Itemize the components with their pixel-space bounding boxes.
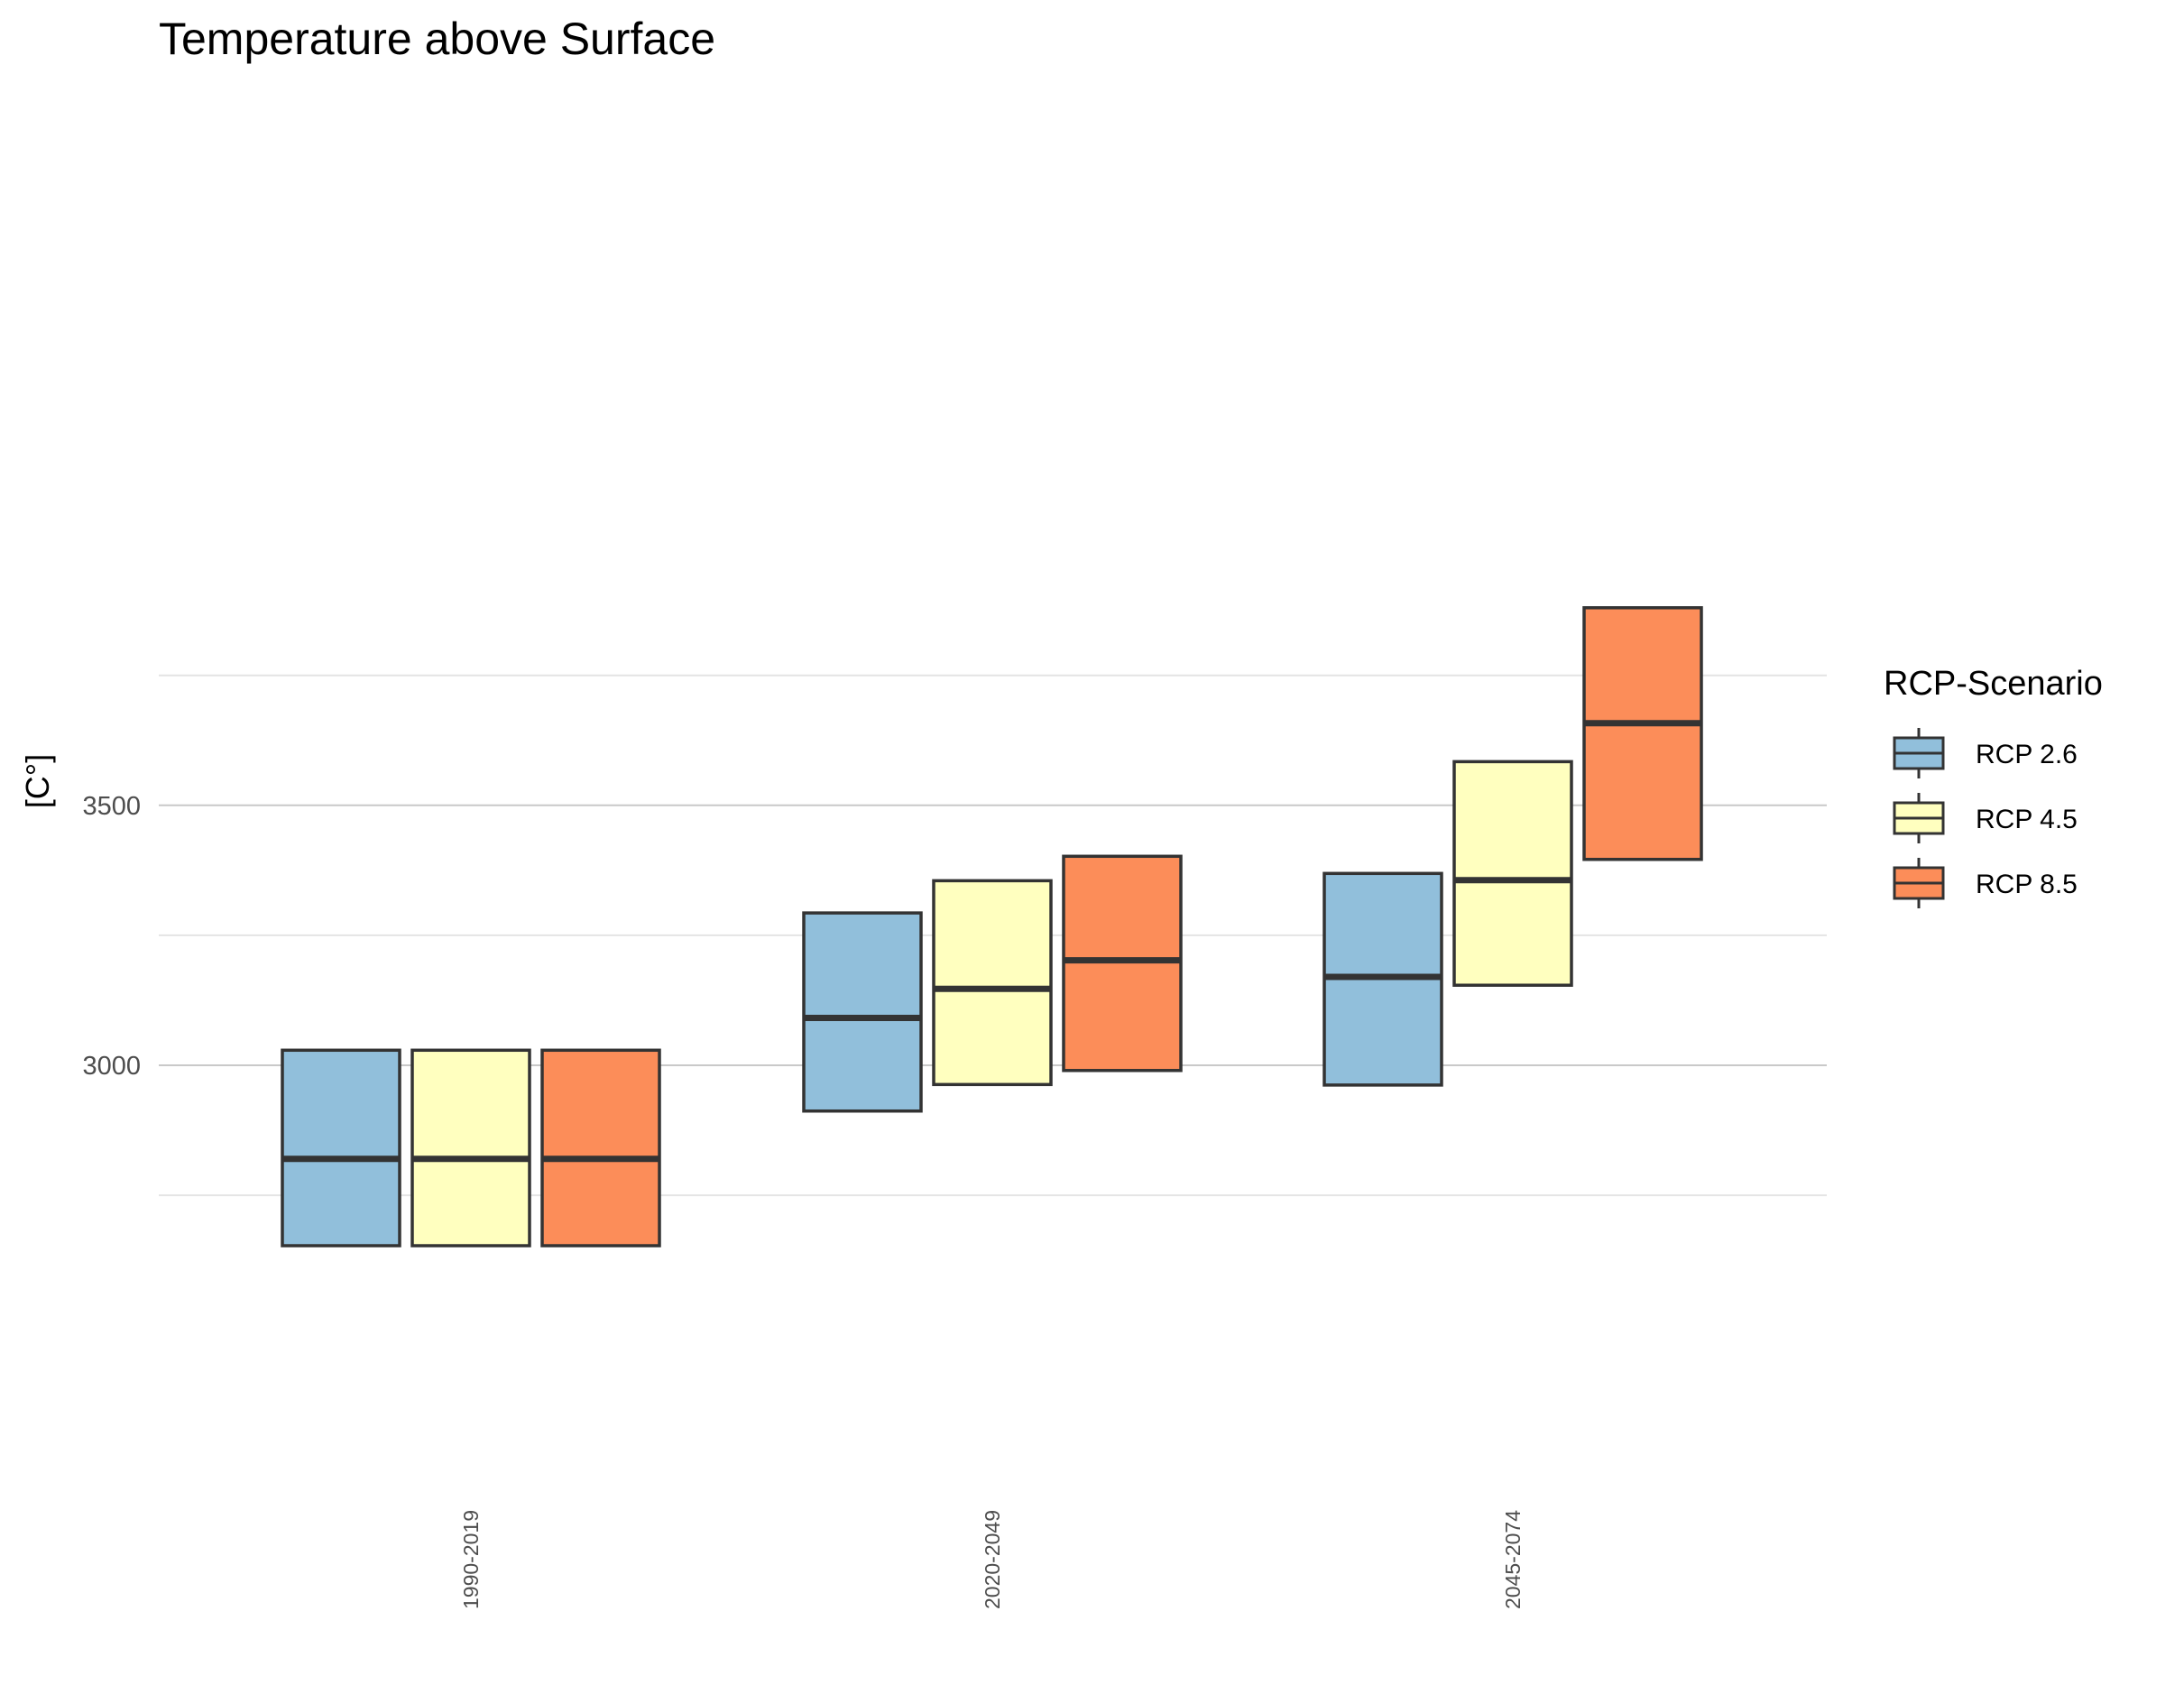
chart-title: Temperature above Surface bbox=[159, 14, 715, 64]
box-rcp-2-6-1990-2019 bbox=[281, 1048, 401, 1247]
x-tick-label: 1990-2019 bbox=[459, 1510, 483, 1609]
box-rect bbox=[1452, 760, 1573, 987]
box-rcp-4-5-1990-2019 bbox=[410, 1048, 531, 1247]
box-rcp-4-5-2020-2049 bbox=[932, 879, 1053, 1087]
legend-item-rcp-8-5: RCP 8.5 bbox=[1893, 858, 2078, 908]
box-rcp-4-5-2045-2074 bbox=[1452, 760, 1573, 987]
box-rcp-2-6-2045-2074 bbox=[1322, 871, 1443, 1087]
box-rcp-8-5-2045-2074 bbox=[1582, 606, 1703, 861]
box-plot-area bbox=[281, 606, 1703, 1247]
legend-title: RCP-Scenario bbox=[1884, 665, 2103, 703]
legend-item-rcp-2-6: RCP 2.6 bbox=[1893, 728, 2078, 778]
x-axis-ticks: 1990-2019 2020-2049 2045-2074 bbox=[459, 1510, 1525, 1609]
x-tick-label: 2020-2049 bbox=[981, 1510, 1004, 1609]
box-rect bbox=[932, 879, 1053, 1087]
y-tick-label: 3000 bbox=[82, 1052, 141, 1081]
legend-label: RCP 4.5 bbox=[1976, 805, 2078, 834]
legend-label: RCP 8.5 bbox=[1976, 870, 2078, 899]
box-rect bbox=[1582, 606, 1703, 861]
box-rcp-8-5-1990-2019 bbox=[540, 1048, 661, 1247]
legend-label: RCP 2.6 bbox=[1976, 740, 2078, 769]
box-rect bbox=[281, 1048, 401, 1247]
box-rcp-8-5-2020-2049 bbox=[1062, 854, 1183, 1073]
y-axis-label: [C°] bbox=[19, 754, 56, 808]
x-tick-label: 2045-2074 bbox=[1501, 1510, 1525, 1609]
legend-item-rcp-4-5: RCP 4.5 bbox=[1893, 793, 2078, 843]
box-rect bbox=[802, 911, 923, 1113]
box-rcp-2-6-2020-2049 bbox=[802, 911, 923, 1113]
y-axis-ticks: 3000 3500 bbox=[82, 792, 141, 1081]
legend: RCP-Scenario RCP 2.6 RCP 4.5 RCP 8.5 bbox=[1884, 665, 2103, 908]
box-rect bbox=[540, 1048, 661, 1247]
box-rect bbox=[410, 1048, 531, 1247]
y-tick-label: 3500 bbox=[82, 792, 141, 821]
